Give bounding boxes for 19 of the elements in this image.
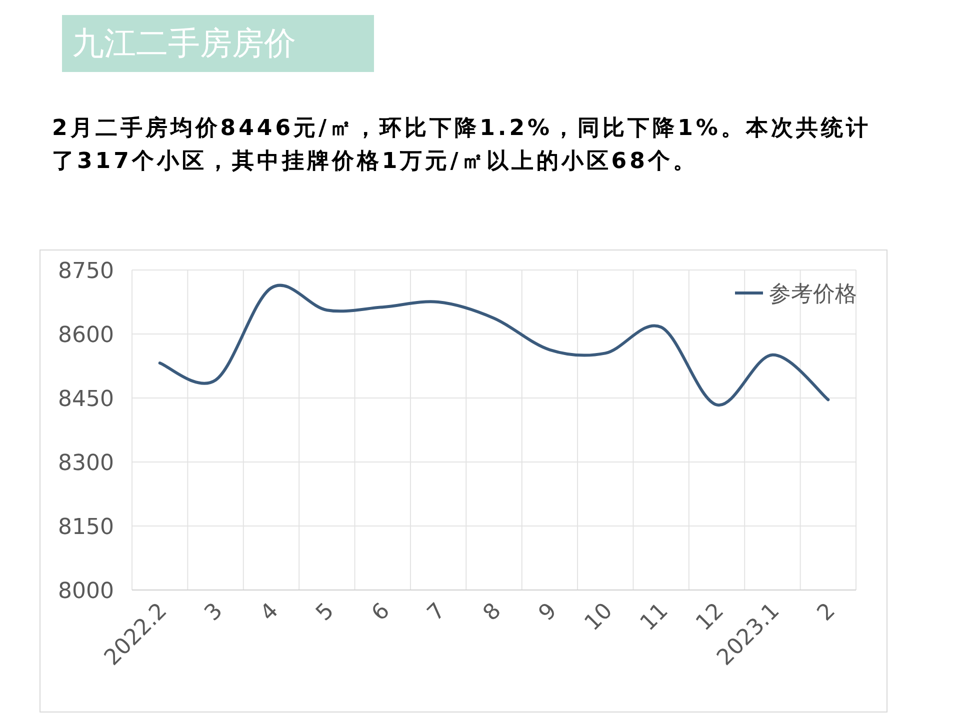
x-tick-label: 6: [367, 598, 395, 626]
x-tick-label: 7: [422, 598, 451, 626]
y-tick-label: 8600: [58, 323, 114, 348]
legend-label: 参考价格: [769, 282, 857, 307]
x-tick-label: 4: [256, 598, 284, 626]
y-tick-label: 8150: [58, 515, 114, 540]
x-tick-label: 10: [580, 598, 618, 636]
y-tick-label: 8000: [58, 579, 114, 604]
x-tick-label: 11: [636, 598, 674, 636]
x-tick-label: 5: [312, 598, 340, 626]
y-tick-label: 8750: [58, 259, 114, 284]
x-tick-label: 2: [812, 598, 840, 626]
x-tick-label: 9: [534, 598, 562, 626]
x-tick-label: 8: [478, 598, 506, 626]
chart-subtitle: 2月二手房均价8446元/㎡，环比下降1.2%，同比下降1%。本次共统计了317个小区，其中挂牌价格1万元/㎡以上的小区68个。: [52, 114, 872, 176]
y-tick-label: 8300: [58, 451, 114, 476]
x-tick-label: 3: [200, 598, 228, 626]
chart-title: 九江二手房房价: [62, 15, 374, 72]
y-tick-label: 8450: [58, 387, 114, 412]
